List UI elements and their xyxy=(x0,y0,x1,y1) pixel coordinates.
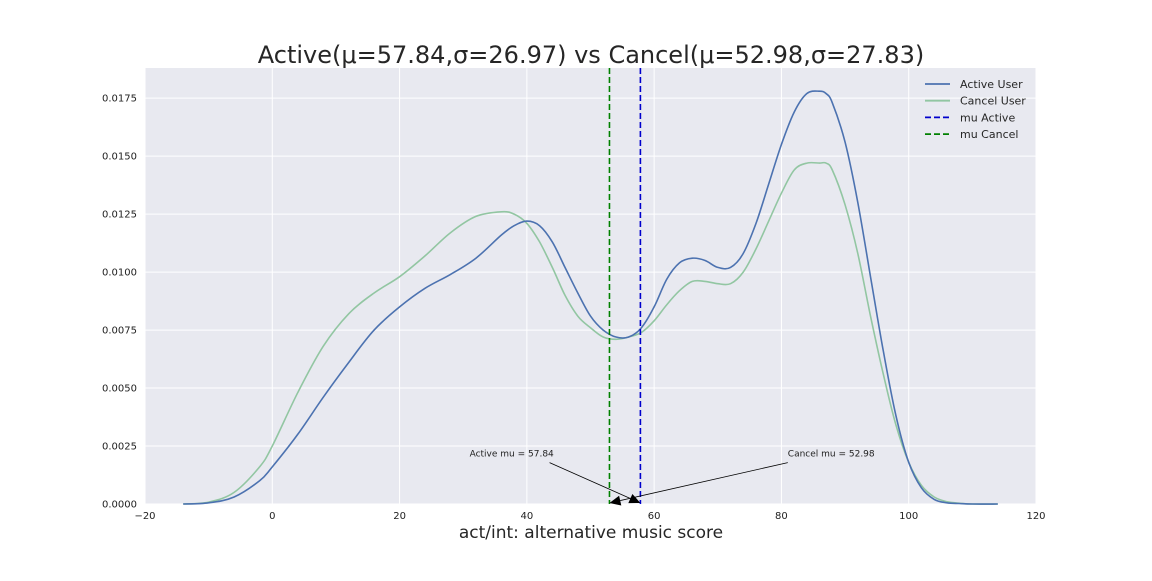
x-tick-label: 120 xyxy=(1026,511,1045,522)
annotation-text: Cancel mu = 52.98 xyxy=(788,450,875,460)
annotation-arrowhead xyxy=(628,493,641,504)
y-tick-label: 0.0025 xyxy=(102,442,137,453)
cancel-user-kde-line xyxy=(183,161,998,505)
x-tick-label: 100 xyxy=(899,511,918,522)
legend: Active User Cancel User mu Active mu Cancel xyxy=(925,78,1026,141)
plot-background xyxy=(145,68,1036,504)
y-tick-label: 0.0100 xyxy=(102,268,137,279)
annotation-arrowhead xyxy=(609,495,622,506)
x-tick-labels: −20 0 20 40 60 80 100 120 xyxy=(134,511,1045,522)
legend-label: mu Active xyxy=(960,111,1015,124)
x-tick-label: 40 xyxy=(520,511,533,522)
mean-lines xyxy=(608,68,642,504)
annotation-arrow-line xyxy=(620,462,788,501)
x-tick-label: 60 xyxy=(648,511,661,522)
x-tick-label: 0 xyxy=(269,511,275,522)
y-tick-label: 0.0000 xyxy=(102,500,137,511)
x-axis-label: act/int: alternative music score xyxy=(459,523,723,543)
annotations: Active mu = 57.84 Cancel mu = 52.98 xyxy=(470,450,875,506)
legend-label: Active User xyxy=(960,78,1023,91)
legend-label: mu Cancel xyxy=(960,128,1018,141)
grid-lines xyxy=(144,68,1037,505)
x-tick-label: 20 xyxy=(393,511,406,522)
legend-label: Cancel User xyxy=(960,95,1026,108)
annotation-arrow-line xyxy=(549,462,631,499)
chart-title: Active(μ=57.84,σ=26.97) vs Cancel(μ=52.9… xyxy=(258,41,924,69)
series-lines xyxy=(183,90,998,505)
y-tick-label: 0.0125 xyxy=(102,210,137,221)
y-tick-label: 0.0175 xyxy=(102,94,137,105)
annotation-text: Active mu = 57.84 xyxy=(470,450,554,460)
x-tick-label: −20 xyxy=(134,511,155,522)
y-tick-label: 0.0150 xyxy=(102,152,137,163)
y-tick-label: 0.0050 xyxy=(102,384,137,395)
active-user-kde-line xyxy=(183,90,998,505)
y-tick-label: 0.0075 xyxy=(102,326,137,337)
x-tick-label: 80 xyxy=(775,511,788,522)
y-tick-labels: 0.0000 0.0025 0.0050 0.0075 0.0100 0.0125 0.01… xyxy=(102,94,137,511)
